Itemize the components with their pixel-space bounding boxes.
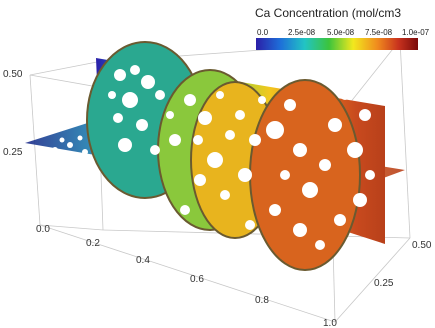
z-axis-ticks: 0.50 0.25: [3, 69, 23, 158]
z-tick-label: 0.50: [3, 69, 23, 80]
x-axis-ticks: 0.0 0.2 0.4 0.6 0.8 1.0: [36, 224, 337, 328]
y-tick-label: 0.50: [412, 240, 432, 251]
x-tick-label: 1.0: [323, 318, 337, 328]
x-tick-label: 0.0: [36, 224, 50, 235]
x-tick-label: 0.6: [190, 274, 204, 285]
circular-sections: [86, 41, 361, 271]
colorbar-tick: 7.5e-08: [365, 28, 393, 37]
z-tick-label: 0.25: [3, 147, 23, 158]
colorbar-gradient: [256, 38, 418, 50]
colorbar-tick: 0.0: [257, 28, 269, 37]
x-tick-label: 0.4: [136, 255, 150, 266]
colorbar: Ca Concentration (mol/cm3 0.0 2.5e-08 5.…: [255, 6, 430, 50]
pores: [52, 65, 375, 250]
colorbar-title: Ca Concentration (mol/cm3: [255, 6, 401, 20]
colorbar-tick: 5.0e-08: [327, 28, 355, 37]
colorbar-tick: 1.0e-07: [402, 28, 430, 37]
colorbar-tick: 2.5e-08: [288, 28, 316, 37]
x-tick-label: 0.2: [86, 238, 100, 249]
x-tick-label: 0.8: [255, 295, 269, 306]
y-tick-label: 0.25: [374, 278, 394, 289]
y-axis-ticks: 0.50 0.25: [374, 240, 432, 289]
